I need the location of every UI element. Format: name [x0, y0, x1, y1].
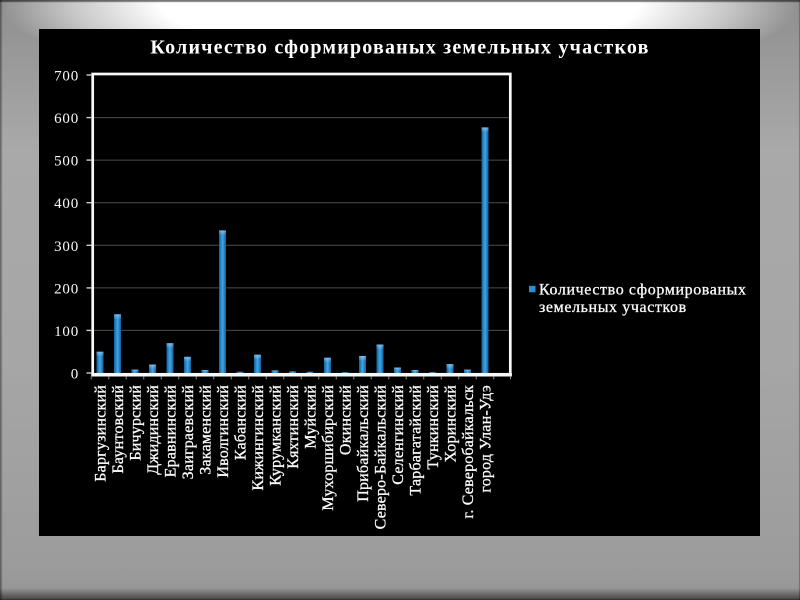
svg-text:700: 700 — [54, 69, 79, 85]
svg-text:Окинский: Окинский — [338, 385, 355, 455]
svg-text:Тарбагатайский: Тарбагатайский — [408, 385, 425, 496]
svg-text:100: 100 — [54, 324, 79, 340]
svg-text:Количество сформированых: Количество сформированых — [539, 282, 747, 299]
svg-text:Прибайкальский: Прибайкальский — [355, 385, 372, 502]
svg-text:Еравнинский: Еравнинский — [163, 385, 180, 478]
svg-text:Кабанский: Кабанский — [233, 385, 250, 460]
svg-text:600: 600 — [54, 111, 79, 127]
svg-text:Кижингинский: Кижингинский — [250, 385, 267, 491]
svg-text:г. Северобайкальск: г. Северобайкальск — [460, 385, 477, 519]
svg-text:Заиграевский: Заиграевский — [180, 385, 197, 480]
svg-text:400: 400 — [54, 196, 79, 212]
svg-text:Курумканский: Курумканский — [268, 385, 285, 486]
svg-text:500: 500 — [54, 154, 79, 170]
svg-text:200: 200 — [54, 281, 79, 297]
svg-text:город Улан-Удэ: город Улан-Удэ — [478, 385, 495, 493]
svg-text:Кяхтинский: Кяхтинский — [285, 385, 302, 469]
svg-text:Баунтовский: Баунтовский — [110, 385, 127, 474]
svg-text:300: 300 — [54, 239, 79, 255]
svg-text:Тункинский: Тункинский — [425, 385, 442, 470]
svg-text:земельных участков: земельных участков — [539, 299, 687, 316]
svg-text:0: 0 — [71, 367, 79, 383]
svg-text:Иволгинский: Иволгинский — [215, 385, 232, 478]
svg-text:Хоринский: Хоринский — [443, 385, 460, 463]
svg-text:Селенгинский: Селенгинский — [390, 385, 407, 485]
svg-text:Бичурский: Бичурский — [128, 385, 145, 461]
svg-text:Баргузинский: Баргузинский — [93, 385, 110, 482]
svg-text:Закаменский: Закаменский — [198, 385, 215, 475]
svg-text:Мухоршибирский: Мухоршибирский — [320, 385, 337, 511]
svg-text:Северо-Байкальский: Северо-Байкальский — [373, 385, 390, 530]
svg-text:Количество сформированых земел: Количество сформированых земельных участ… — [150, 37, 649, 59]
svg-text:Джидинский: Джидинский — [145, 385, 162, 475]
svg-text:Муйский: Муйский — [303, 385, 320, 449]
